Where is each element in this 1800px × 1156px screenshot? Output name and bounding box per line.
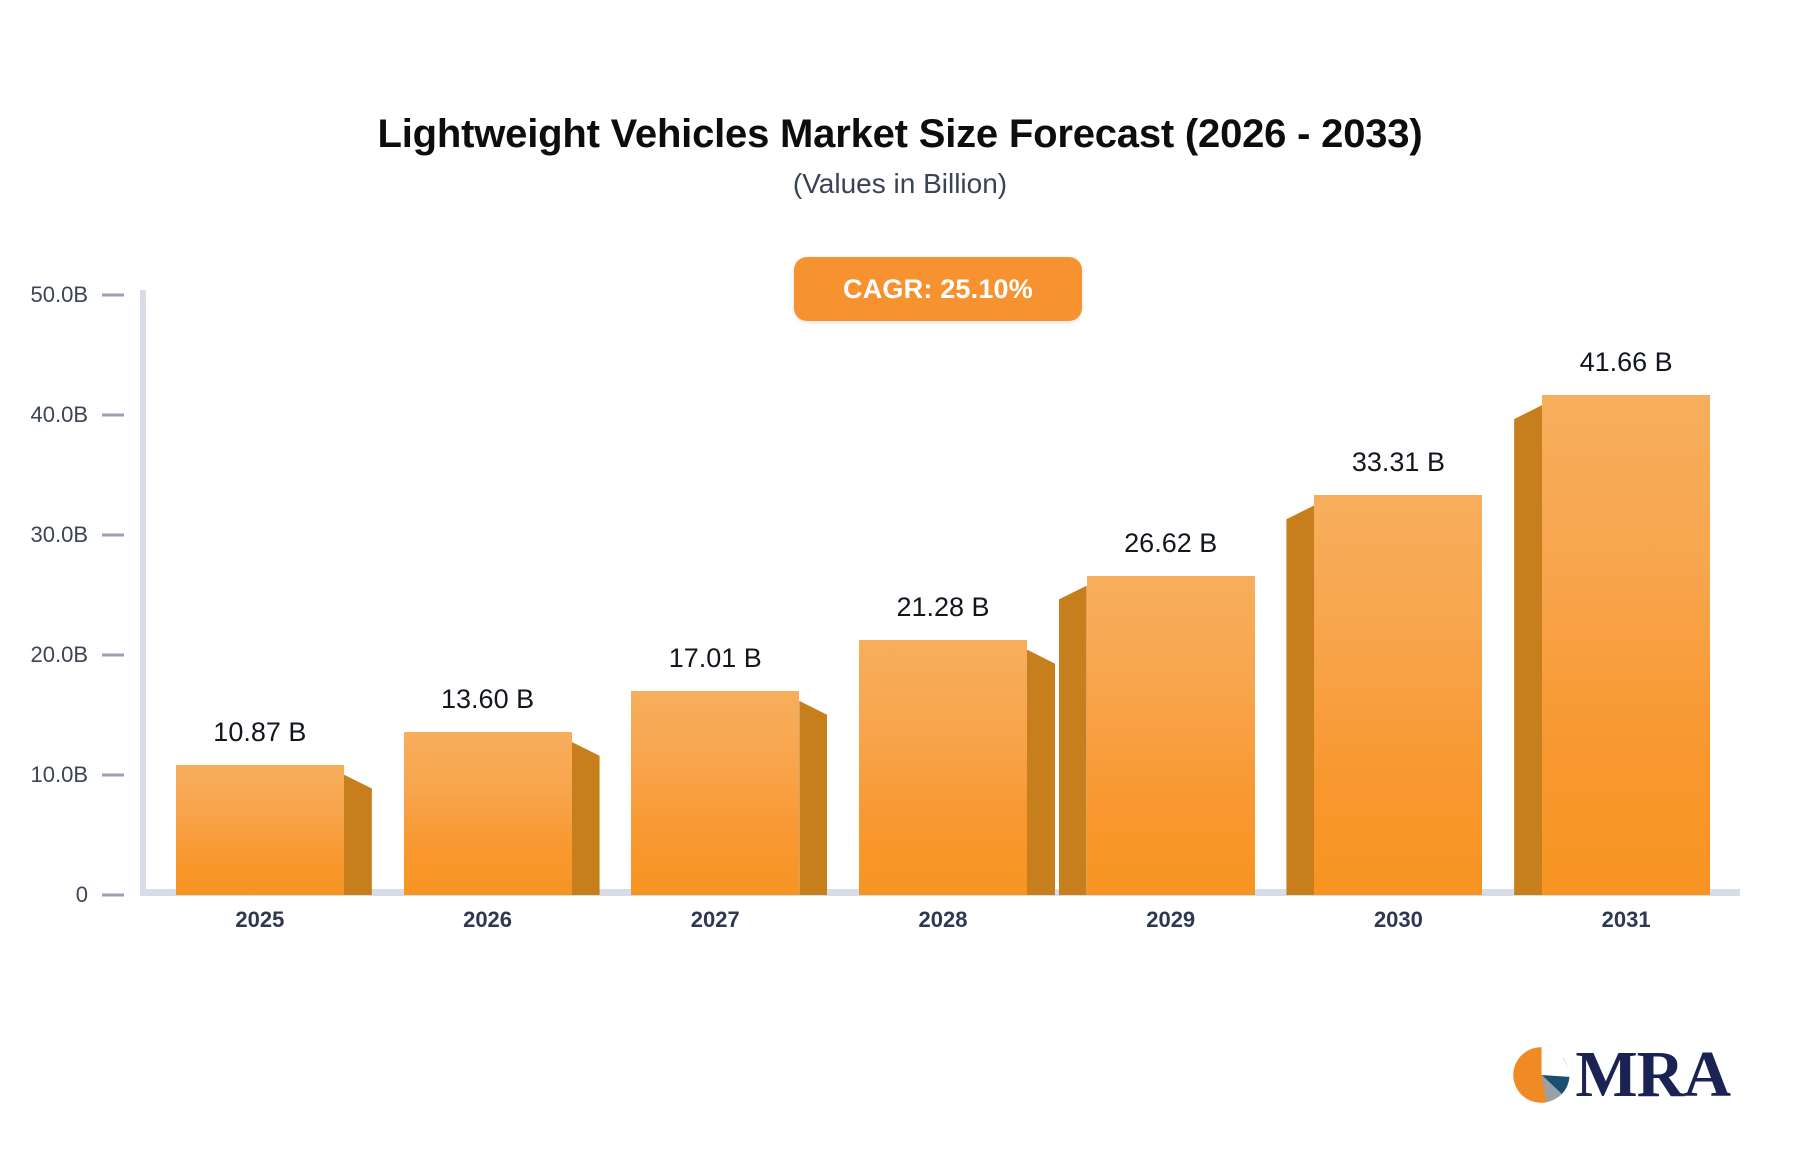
cagr-badge-label: CAGR: 25.10% xyxy=(843,273,1033,304)
x-axis-tick-label: 2027 xyxy=(690,907,740,932)
y-axis-tick-mark xyxy=(102,893,124,897)
bar-front-face xyxy=(403,731,572,895)
mra-logo: MRA xyxy=(1512,1036,1731,1114)
y-axis-tick-mark xyxy=(102,653,124,657)
bar-front-face xyxy=(1086,575,1255,895)
bar-value-label: 21.28 B xyxy=(896,591,990,622)
bar-value-label: 26.62 B xyxy=(1124,527,1218,558)
bar-side-face xyxy=(1514,405,1543,895)
y-axis-tick-mark xyxy=(102,773,124,777)
y-axis-tick-label: 0 xyxy=(75,882,88,907)
x-axis-tick-label: 2029 xyxy=(1146,907,1196,932)
bar-value-label: 10.87 B xyxy=(213,716,307,747)
y-axis-tick-label: 40.0B xyxy=(30,402,89,427)
y-axis-line xyxy=(140,290,146,895)
bar-2027 xyxy=(631,690,828,895)
bar-value-label: 33.31 B xyxy=(1351,447,1445,478)
x-axis-tick-label: 2026 xyxy=(463,907,513,932)
y-axis: 0 10.0B 20.0B 30.0B 40.0B 50.0B xyxy=(0,0,140,1156)
bar-2029 xyxy=(1058,575,1255,895)
bar-side-face xyxy=(571,741,600,895)
y-axis-tick-mark xyxy=(102,413,124,417)
bar-side-face xyxy=(1027,649,1055,895)
x-axis-tick-label: 2025 xyxy=(235,907,285,932)
bar-front-face xyxy=(175,764,344,895)
y-axis-tick-mark xyxy=(102,533,124,537)
y-axis-tick-label: 30.0B xyxy=(30,522,89,547)
y-axis-tick-label: 20.0B xyxy=(30,642,89,667)
bar-value-label: 41.66 B xyxy=(1579,347,1673,378)
chart-title: Lightweight Vehicles Market Size Forecas… xyxy=(377,112,1423,156)
bar-2031 xyxy=(1514,395,1711,895)
bar-front-face xyxy=(859,639,1027,895)
bar-side-face xyxy=(1286,505,1315,895)
bar-value-label: 13.60 B xyxy=(441,683,535,714)
bar-2026 xyxy=(403,731,600,895)
chart-subtitle: (Values in Billion) xyxy=(792,168,1008,199)
bar-value-label: 17.01 B xyxy=(668,642,762,673)
bar-2028 xyxy=(859,639,1055,895)
x-axis-tick-label: 2031 xyxy=(1601,907,1651,932)
x-axis-tick-label: 2030 xyxy=(1373,907,1423,932)
bar-front-face xyxy=(1542,395,1711,895)
y-axis-tick-label: 10.0B xyxy=(30,762,89,787)
bar-front-face xyxy=(631,690,800,895)
y-axis-tick-label: 50.0B xyxy=(30,282,89,307)
cagr-badge: CAGR: 25.10% xyxy=(794,257,1082,321)
bar-side-face xyxy=(799,700,828,895)
bar-side-face xyxy=(343,774,372,895)
x-axis-tick-label: 2028 xyxy=(918,907,968,932)
bar-side-face xyxy=(1058,585,1087,895)
logo-wordmark: MRA xyxy=(1575,1038,1731,1111)
y-axis-tick-mark xyxy=(102,293,124,297)
bar-front-face xyxy=(1314,495,1483,895)
pie-chart-logo-icon xyxy=(1513,1047,1570,1103)
bar-2025 xyxy=(175,764,372,895)
bar-2030 xyxy=(1286,495,1483,895)
